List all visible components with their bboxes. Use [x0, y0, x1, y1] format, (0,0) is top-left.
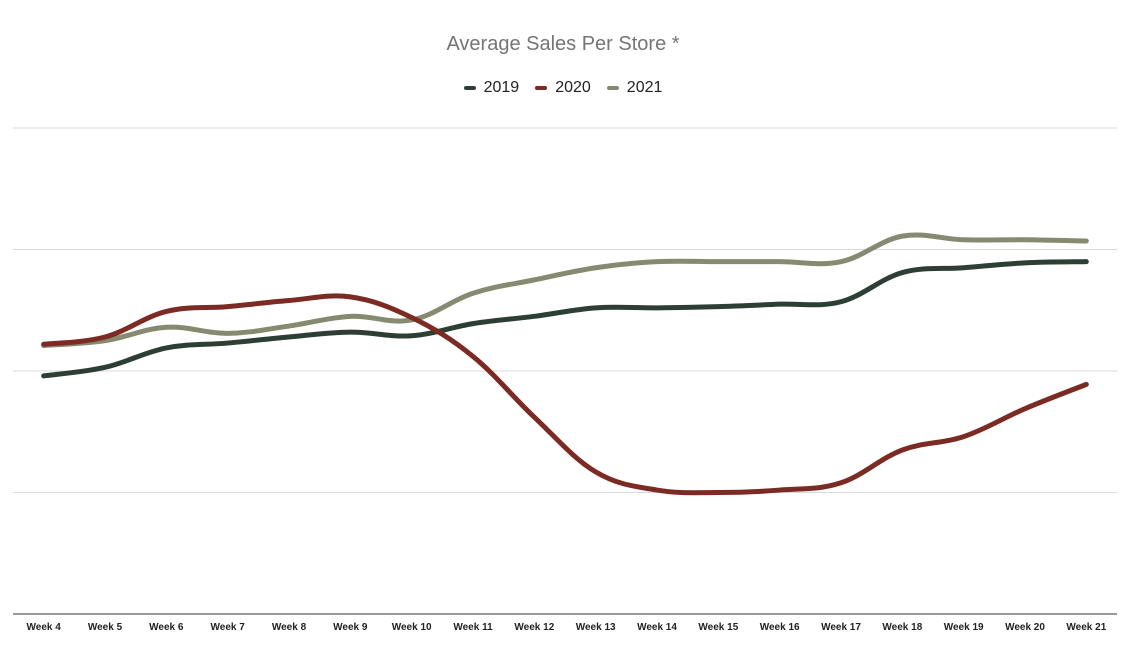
legend-swatch-2019 [463, 86, 476, 90]
legend: 2019 2020 2021 [0, 79, 1126, 97]
x-tick-label: Week 11 [453, 622, 493, 633]
x-tick-label: Week 4 [27, 622, 62, 633]
x-tick-label: Week 19 [944, 622, 984, 633]
legend-item-2019[interactable]: 2019 [463, 79, 520, 97]
legend-swatch-2021 [606, 86, 619, 90]
x-tick-label: Week 20 [1005, 622, 1045, 633]
legend-swatch-2020 [535, 86, 548, 90]
series-line-2019 [41, 259, 1089, 379]
x-tick-label: Week 7 [211, 622, 246, 633]
series-line-2021 [41, 232, 1089, 348]
series-line-2020 [41, 293, 1089, 496]
x-tick-label: Week 6 [149, 622, 184, 633]
legend-label-2019: 2019 [483, 79, 520, 96]
x-tick-label: Week 13 [576, 622, 616, 633]
x-tick-label: Week 18 [882, 622, 922, 633]
x-tick-label: Week 15 [698, 622, 738, 633]
legend-label-2020: 2020 [555, 79, 591, 96]
legend-item-2021[interactable]: 2021 [606, 79, 663, 97]
legend-label-2021: 2021 [626, 79, 663, 96]
x-tick-label: Week 21 [1066, 622, 1106, 633]
x-tick-label: Week 8 [272, 622, 307, 633]
x-tick-label: Week 17 [821, 622, 861, 633]
x-tick-label: Week 16 [760, 622, 800, 633]
x-tick-label: Week 9 [333, 622, 368, 633]
x-tick-label: Week 14 [637, 622, 677, 633]
x-tick-label: Week 5 [88, 622, 123, 633]
x-tick-label: Week 12 [514, 622, 554, 633]
x-tick-label: Week 10 [392, 622, 432, 633]
chart-title: Average Sales Per Store * [446, 33, 680, 55]
legend-item-2020[interactable]: 2020 [535, 79, 591, 97]
